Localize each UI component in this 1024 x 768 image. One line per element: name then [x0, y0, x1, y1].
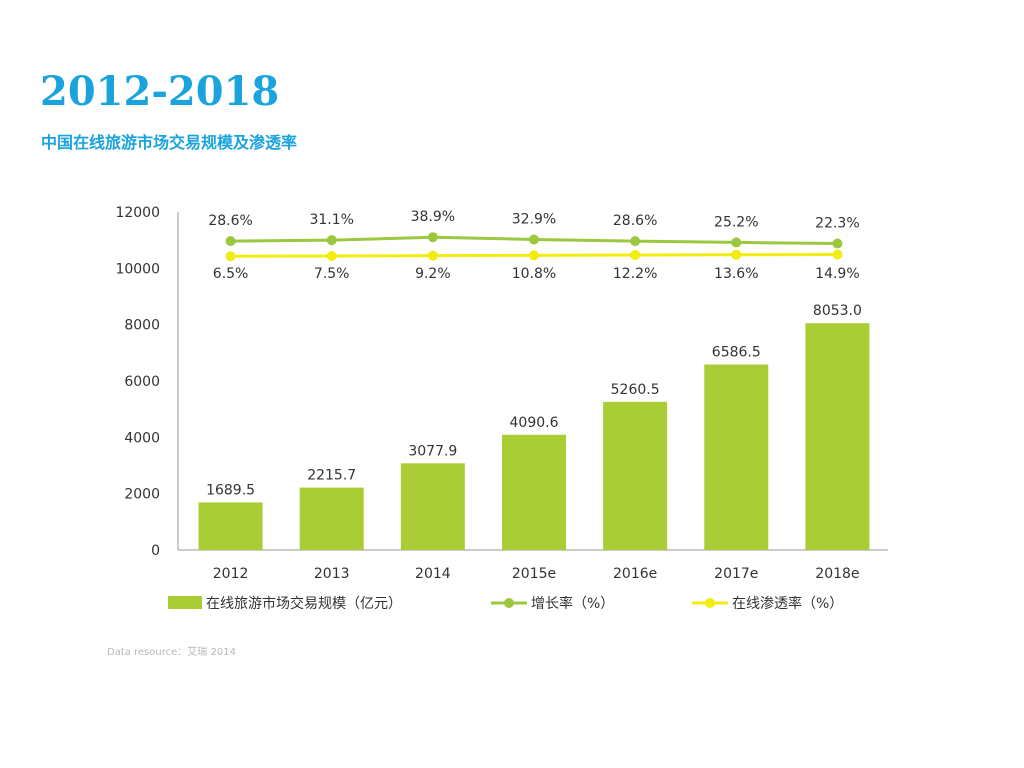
x-tick-label: 2012 [213, 566, 249, 582]
bar [502, 434, 566, 550]
penetration-value-label: 13.6% [714, 266, 758, 282]
page-subtitle: 中国在线旅游市场交易规模及渗透率 [41, 133, 298, 152]
penetration-value-label: 9.2% [415, 266, 451, 282]
y-tick-label: 0 [151, 543, 160, 559]
growth-value-label: 28.6% [208, 213, 252, 229]
bar [400, 463, 465, 550]
x-tick-label: 2015e [512, 566, 556, 582]
y-tick-label: 8000 [124, 318, 160, 334]
bar-series [198, 323, 870, 550]
penetration-point [731, 249, 742, 260]
legend-marker-penetration [705, 598, 715, 608]
penetration-value-label: 7.5% [314, 266, 350, 282]
line-series [225, 232, 843, 262]
penetration-value-label: 10.8% [512, 266, 556, 282]
y-tick-label: 2000 [124, 487, 160, 503]
growth-point [225, 236, 236, 247]
growth-point [529, 234, 539, 245]
data-labels: 1689.5 2215.7 3077.9 4090.6 5260.5 6586.5 8053… [206, 209, 862, 498]
bar-value-label: 6586.5 [712, 344, 761, 360]
y-tick-label: 10000 [115, 261, 160, 277]
legend-label-bar: 在线旅游市场交易规模（亿元） [206, 595, 402, 612]
x-tick-label: 2017e [714, 566, 758, 582]
bar-value-label: 8053.0 [813, 303, 862, 319]
growth-point [326, 235, 337, 246]
y-tick-label: 12000 [115, 205, 160, 221]
growth-point [427, 232, 438, 243]
growth-point [832, 238, 843, 249]
penetration-point [832, 249, 843, 260]
penetration-value-label: 6.5% [213, 266, 249, 282]
y-tick-label: 4000 [124, 430, 160, 446]
growth-value-label: 22.3% [815, 216, 859, 232]
growth-point [731, 237, 742, 248]
growth-value-label: 38.9% [411, 209, 455, 225]
penetration-value-label: 14.9% [815, 266, 859, 282]
growth-value-label: 32.9% [512, 211, 556, 227]
bar-value-label: 3077.9 [408, 443, 457, 459]
legend-swatch-bar [168, 596, 202, 609]
bar-value-label: 5260.5 [611, 382, 660, 398]
legend-marker-growth [504, 598, 514, 608]
penetration-value-label: 12.2% [613, 266, 657, 282]
bar [805, 323, 870, 550]
x-tick-label: 2014 [415, 566, 451, 582]
bar-value-label: 1689.5 [206, 482, 255, 498]
penetration-point [326, 251, 337, 261]
x-tick-label: 2013 [314, 566, 350, 582]
bar-value-label: 2215.7 [307, 468, 356, 484]
growth-value-label: 31.1% [309, 212, 353, 228]
penetration-point [225, 251, 236, 262]
bar [198, 502, 263, 550]
legend-label-growth: 增长率（%） [531, 595, 614, 612]
bar-value-label: 4090.6 [510, 415, 559, 431]
penetration-point [529, 250, 539, 261]
bar [704, 364, 769, 550]
x-tick-label: 2018e [815, 566, 859, 582]
growth-value-label: 25.2% [714, 214, 758, 230]
penetration-point [630, 250, 641, 261]
bar [603, 401, 668, 550]
y-tick-label: 6000 [124, 374, 160, 390]
legend-label-penetration: 在线渗透率（%） [732, 595, 843, 612]
page-title: 2012-2018 [40, 68, 280, 115]
chart-legend: 在线旅游市场交易规模（亿元） 增长率（%） 在线渗透率（%） [168, 595, 843, 612]
source-note: Data resource：艾瑞 2014 [107, 647, 236, 658]
chart-axes: 0 2000 4000 6000 8000 10000 12000 2012 2013 2014 2… [115, 205, 888, 582]
growth-point [630, 236, 641, 247]
penetration-point [427, 250, 438, 261]
growth-value-label: 28.6% [613, 213, 657, 229]
bar [299, 487, 364, 550]
x-tick-label: 2016e [613, 566, 657, 582]
